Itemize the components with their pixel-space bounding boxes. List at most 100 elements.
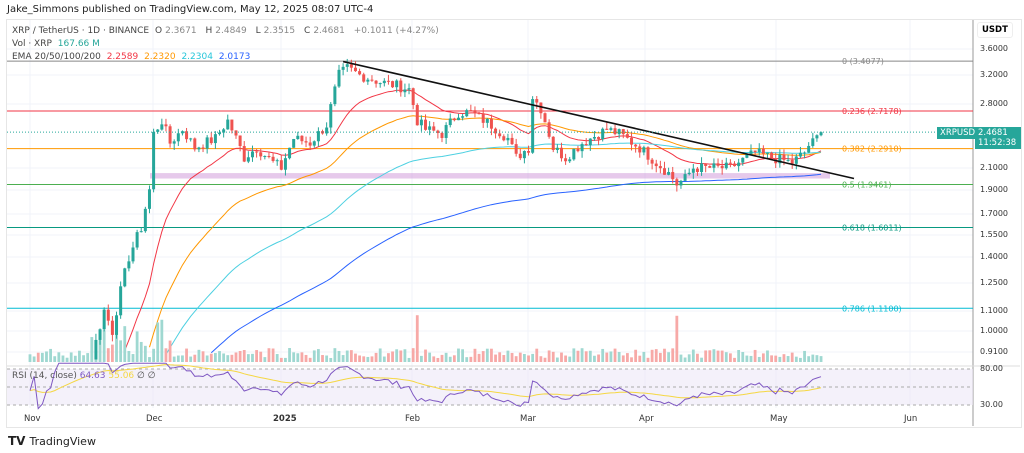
volume-bar — [560, 352, 563, 362]
volume-bar — [98, 340, 102, 362]
volume-bar — [288, 348, 291, 362]
candle — [605, 128, 609, 130]
candle — [646, 147, 650, 160]
candle — [415, 105, 419, 126]
candle — [617, 129, 621, 135]
volume-bar — [428, 352, 432, 362]
fib-label: 0 (3.4077) — [842, 57, 884, 66]
volume-bar — [551, 351, 555, 362]
candle — [584, 144, 588, 146]
candle — [510, 137, 514, 145]
volume-bar — [448, 356, 452, 362]
tick: 1.1000 — [980, 306, 1008, 315]
volume-value: 167.66 M — [57, 39, 100, 49]
candle — [675, 179, 679, 186]
tick: 3.6000 — [980, 44, 1008, 53]
candle — [803, 152, 807, 154]
candle — [312, 141, 316, 146]
candle — [444, 125, 448, 138]
candle — [452, 118, 456, 121]
candle — [654, 163, 658, 167]
chart-frame — [6, 19, 1022, 428]
candle — [226, 119, 230, 130]
volume-bar — [790, 352, 794, 362]
x-label: Jun — [904, 414, 918, 424]
candle — [650, 159, 654, 164]
volume-bar — [535, 348, 539, 362]
candle — [127, 261, 131, 269]
volume-bar — [308, 357, 312, 362]
candle — [131, 247, 135, 262]
volume-bar — [337, 350, 341, 362]
volume-bar — [40, 352, 44, 362]
candle — [152, 131, 156, 190]
volume-bar — [432, 356, 436, 362]
candle — [753, 150, 757, 153]
volume-bar — [794, 356, 798, 362]
high-label: H — [205, 26, 213, 36]
volume-bar — [131, 354, 135, 362]
volume-bar — [399, 350, 403, 362]
volume-bar — [148, 357, 151, 362]
candle — [580, 144, 584, 152]
candle — [613, 128, 617, 135]
volume-bar — [720, 350, 724, 362]
candle — [720, 165, 724, 169]
volume-bar — [807, 356, 811, 362]
tick: 3.2000 — [980, 70, 1008, 79]
volume-bar — [395, 349, 399, 362]
tradingview-logo[interactable]: 𝗧𝗩 TradingView — [8, 434, 96, 448]
candle — [543, 113, 547, 123]
volume-bar — [667, 352, 670, 362]
candle — [704, 163, 708, 166]
candle — [362, 74, 366, 82]
candle — [638, 146, 642, 153]
volume-bar — [119, 340, 123, 362]
candle — [205, 137, 209, 149]
candle — [296, 135, 300, 140]
candle — [160, 124, 164, 130]
candle — [255, 151, 259, 153]
volume-bar — [82, 355, 85, 362]
candle — [288, 147, 292, 159]
candle — [386, 80, 390, 82]
volume-bar — [370, 356, 374, 362]
volume-bar — [127, 351, 131, 362]
volume-bar — [593, 355, 596, 362]
candle — [329, 104, 333, 128]
volume-bar — [267, 348, 271, 362]
candle — [271, 156, 275, 161]
volume-bar — [444, 352, 448, 362]
candle — [168, 126, 172, 144]
fib-label: 0.618 (1.6011) — [842, 224, 902, 233]
candle — [230, 119, 234, 131]
volume-bar — [391, 351, 394, 362]
open-value: 2.3671 — [165, 26, 197, 36]
volume-bar — [193, 354, 197, 362]
candle — [687, 172, 691, 175]
volume-bar — [564, 355, 567, 362]
volume-bar — [78, 350, 81, 362]
volume-bar — [304, 354, 308, 362]
currency-label[interactable]: USDT — [977, 22, 1013, 38]
volume-bar — [407, 357, 411, 362]
volume-bar — [658, 352, 662, 362]
ema100-value: 2.2304 — [181, 52, 213, 62]
volume-bar — [28, 354, 32, 362]
candle — [807, 145, 811, 153]
candle — [597, 137, 601, 140]
volume-bar — [115, 329, 118, 362]
volume-bar — [473, 348, 477, 362]
volume-bar — [271, 348, 275, 362]
candle — [531, 99, 535, 153]
tick: 1.2500 — [980, 278, 1008, 287]
volume-bar — [572, 348, 576, 362]
tick: 0.9100 — [980, 347, 1008, 356]
volume-bar — [333, 348, 337, 362]
candle — [218, 132, 222, 135]
candle — [115, 315, 119, 335]
symbol-name[interactable]: XRP / TetherUS · 1D · BINANCE — [12, 26, 150, 36]
volume-bar — [514, 356, 518, 362]
volume-bar — [621, 355, 625, 362]
